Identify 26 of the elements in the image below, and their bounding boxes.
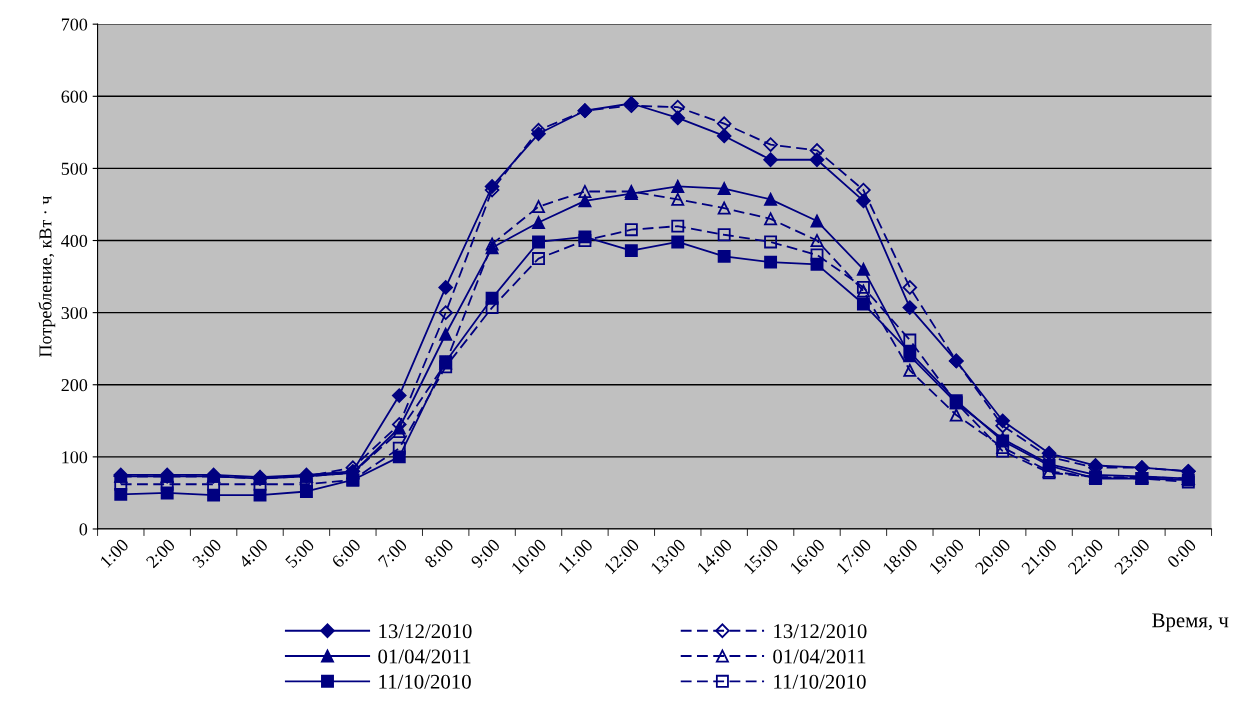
y-tick-label: 300 [61, 306, 88, 320]
y-tick-label: 100 [62, 451, 88, 464]
x-axis-title: Время, ч [1152, 613, 1229, 632]
legend-label: 11/10/2010 [379, 674, 471, 689]
x-tick-label: 9:00 [470, 538, 501, 569]
legend-label: 01/04/2011 [773, 649, 866, 664]
x-tick-label: 1:00 [99, 538, 130, 568]
x-tick-label: 3:00 [191, 538, 223, 569]
legend-label: 13/12/2010 [379, 624, 472, 639]
y-tick-label: 400 [61, 234, 88, 247]
legend-label: 11/10/2010 [774, 674, 866, 689]
y-tick-label: 700 [61, 18, 88, 31]
legend-label: 01/04/2011 [378, 649, 471, 664]
legend-label: 13/12/2010 [774, 624, 867, 639]
x-tick-label: 0:00 [1166, 538, 1197, 569]
x-tick-label: 6:00 [331, 538, 362, 569]
y-tick-label: 200 [61, 379, 88, 392]
x-tick-label: 7:00 [377, 538, 408, 569]
x-tick-label: 2:00 [145, 538, 176, 569]
x-tick-label: 4:00 [237, 538, 269, 569]
y-tick-label: 0 [79, 523, 88, 536]
y-axis-title: Потребление, кВт · ч [38, 196, 56, 358]
x-tick-label: 5:00 [284, 538, 315, 569]
y-tick-label: 600 [61, 90, 88, 103]
y-tick-label: 500 [61, 162, 88, 175]
x-tick-label: 8:00 [423, 538, 455, 569]
